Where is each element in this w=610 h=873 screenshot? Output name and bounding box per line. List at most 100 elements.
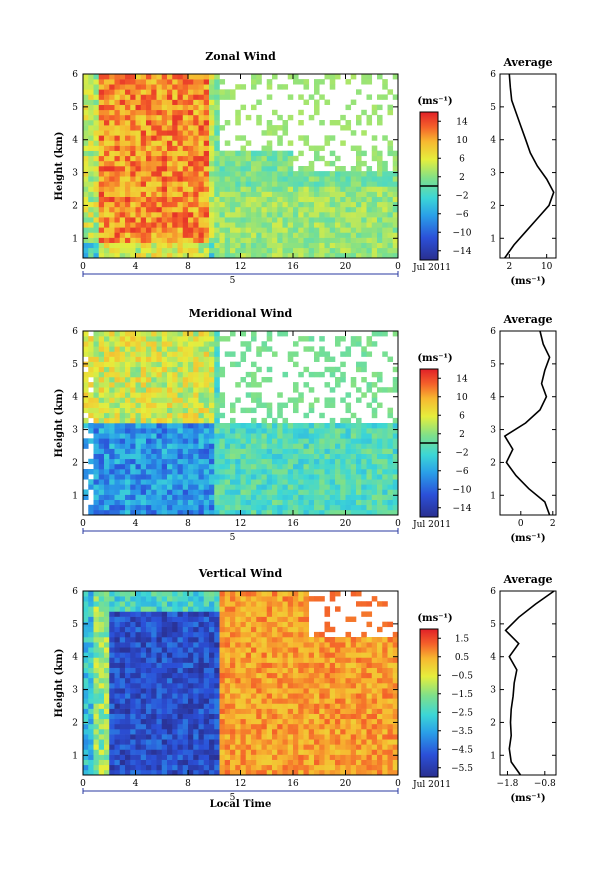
heatmap-cell — [240, 135, 247, 141]
heatmap-cell — [392, 458, 399, 465]
heatmap-cell — [382, 217, 388, 223]
heatmap-cell — [266, 458, 273, 465]
heatmap-cell — [156, 723, 163, 730]
heatmap-cell — [293, 212, 299, 218]
heatmap-cell — [214, 647, 220, 653]
heatmap-cell — [356, 201, 362, 208]
heatmap-cell — [193, 626, 199, 633]
heatmap-cell — [340, 336, 346, 342]
heatmap-cell — [88, 637, 94, 643]
heatmap-cell — [371, 494, 378, 500]
avg-y-tick-label: 2 — [490, 201, 496, 211]
heatmap-cell — [109, 734, 115, 740]
heatmap-cell — [219, 484, 226, 490]
heatmap-cell — [240, 509, 247, 516]
heatmap-cell — [235, 150, 241, 157]
heatmap-cell — [135, 387, 142, 393]
heatmap-cell — [167, 109, 173, 116]
heatmap-cell — [203, 683, 210, 689]
heatmap-cell — [266, 667, 273, 674]
heatmap-cell — [203, 99, 210, 105]
heatmap-cell — [282, 484, 289, 490]
heatmap-cell — [83, 79, 89, 85]
heatmap-cell — [188, 428, 194, 434]
heatmap-cell — [98, 181, 105, 187]
heatmap-cell — [230, 693, 236, 699]
heatmap-cell — [356, 509, 362, 516]
heatmap-cell — [266, 130, 273, 136]
heatmap-cell — [83, 361, 89, 368]
heatmap-cell — [261, 196, 268, 203]
x-tick-label: 12 — [235, 519, 246, 529]
heatmap-cell — [146, 729, 152, 735]
heatmap-cell — [203, 428, 210, 434]
heatmap-cell — [156, 140, 163, 146]
heatmap-cell — [377, 504, 383, 511]
heatmap-cell — [93, 764, 100, 771]
heatmap-cell — [182, 140, 189, 146]
heatmap-cell — [303, 191, 310, 197]
heatmap-cell — [298, 206, 304, 213]
heatmap-cell — [104, 387, 110, 393]
heatmap-cell — [277, 469, 283, 475]
heatmap-cell — [230, 723, 236, 730]
heatmap-cell — [245, 729, 252, 735]
heatmap-cell — [214, 499, 220, 506]
heatmap-cell — [188, 371, 194, 378]
heatmap-cell — [392, 196, 399, 203]
heatmap-cell — [219, 667, 226, 674]
heatmap-cell — [140, 647, 147, 653]
heatmap-cell — [98, 667, 105, 674]
heatmap-cell — [293, 176, 299, 182]
heatmap-cell — [345, 120, 352, 126]
heatmap-cell — [230, 769, 236, 776]
heatmap-cell — [261, 504, 268, 511]
heatmap-cell — [177, 120, 184, 126]
heatmap-cell — [272, 453, 278, 460]
heatmap-cell — [214, 626, 220, 633]
heatmap-cell — [109, 637, 115, 643]
heatmap-cell — [324, 140, 331, 146]
heatmap-cell — [377, 331, 383, 337]
heatmap-cell — [350, 341, 357, 347]
heatmap-cell — [209, 438, 215, 444]
heatmap-cell — [366, 191, 373, 197]
heatmap-cell — [172, 683, 178, 689]
heatmap-cell — [392, 227, 399, 233]
heatmap-cell — [125, 366, 131, 373]
heatmap-cell — [151, 109, 157, 116]
heatmap-cell — [345, 206, 352, 213]
heatmap-cell — [151, 647, 157, 653]
heatmap-cell — [161, 232, 168, 238]
heatmap-cell — [219, 474, 226, 480]
heatmap-cell — [356, 252, 362, 259]
heatmap-cell — [98, 504, 105, 511]
heatmap-cell — [209, 206, 215, 213]
heatmap-cell — [193, 155, 199, 162]
heatmap-cell — [282, 331, 289, 337]
heatmap-cell — [277, 438, 283, 444]
heatmap-cell — [109, 84, 115, 90]
heatmap-cell — [119, 474, 126, 480]
heatmap-cell — [109, 509, 115, 516]
heatmap-cell — [177, 407, 184, 414]
heatmap-cell — [98, 739, 105, 745]
heatmap-cell — [261, 667, 268, 674]
heatmap-cell — [135, 474, 142, 480]
heatmap-cell — [335, 484, 341, 490]
heatmap-cell — [377, 509, 383, 516]
heatmap-cell — [93, 351, 100, 357]
heatmap-cell — [214, 484, 220, 490]
heatmap-cell — [392, 186, 399, 192]
heatmap-cell — [224, 227, 231, 233]
heatmap-cell — [135, 79, 142, 85]
heatmap-cell — [93, 171, 100, 177]
heatmap-cell — [293, 453, 299, 460]
heatmap-cell — [198, 631, 205, 638]
heatmap-cell — [98, 79, 105, 85]
heatmap-cell — [303, 84, 310, 90]
heatmap-cell — [272, 662, 278, 668]
heatmap-cell — [198, 336, 205, 342]
heatmap-cell — [340, 458, 346, 465]
heatmap-cell — [193, 377, 199, 383]
